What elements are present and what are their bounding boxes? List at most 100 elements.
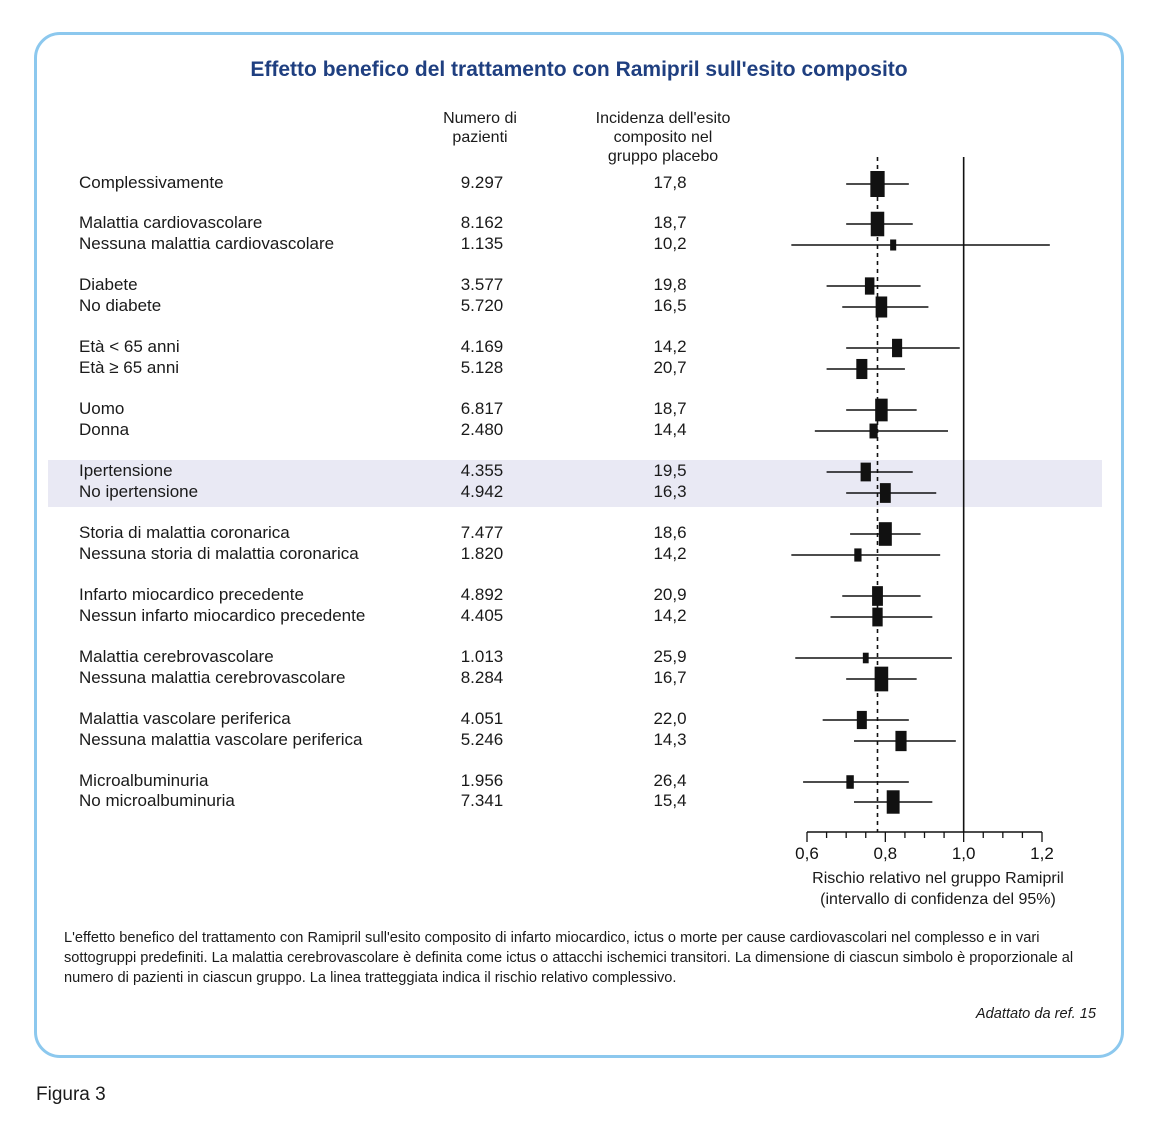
row-patients: 4.405 xyxy=(460,606,504,625)
rr-marker xyxy=(856,358,868,380)
source-note: Adattato da ref. 15 xyxy=(975,1006,1096,1022)
rr-marker xyxy=(870,171,885,197)
row-incidence: 14,4 xyxy=(653,420,687,439)
rr-marker xyxy=(872,586,883,606)
row-patients: 1.135 xyxy=(460,234,504,253)
row-patients: 1.013 xyxy=(460,647,504,666)
rr-marker xyxy=(874,666,889,692)
row-label: Uomo xyxy=(79,399,125,418)
row-label: Nessun infarto miocardico precedente xyxy=(79,606,366,625)
row-patients: 8.162 xyxy=(460,213,504,232)
row-label: Età ≥ 65 anni xyxy=(79,358,180,377)
rr-marker xyxy=(862,652,869,664)
x-tick-label: 1,2 xyxy=(1030,844,1054,863)
row-patients: 8.284 xyxy=(460,668,504,687)
chart-title: Effetto benefico del trattamento con Ram… xyxy=(250,58,908,81)
rr-marker xyxy=(879,483,891,503)
figure-label: Figura 3 xyxy=(36,1084,106,1105)
rr-marker xyxy=(860,462,871,482)
row-patients: 5.720 xyxy=(460,296,504,315)
row-patients: 5.128 xyxy=(460,358,504,377)
row-patients: 7.341 xyxy=(460,791,504,810)
row-label: No microalbuminuria xyxy=(79,791,235,810)
highlight-band xyxy=(48,460,1102,507)
rr-marker xyxy=(854,548,862,562)
row-patients: 1.820 xyxy=(460,544,504,563)
header-incidence-line: gruppo placebo xyxy=(607,148,719,165)
row-patients: 9.297 xyxy=(460,173,504,192)
row-patients: 5.246 xyxy=(460,730,504,749)
row-label: Nessuna storia di malattia coronarica xyxy=(79,544,359,563)
row-patients: 7.477 xyxy=(460,523,504,542)
header-patients-line: Numero di xyxy=(443,110,517,127)
rr-marker xyxy=(875,398,888,422)
figure-caption: L'effetto benefico del trattamento con R… xyxy=(64,930,1074,986)
row-incidence: 19,5 xyxy=(653,461,687,480)
row-patients: 4.169 xyxy=(460,337,504,356)
row-incidence: 18,6 xyxy=(653,523,687,542)
row-label: Nessuna malattia vascolare periferica xyxy=(79,730,363,749)
row-incidence: 19,8 xyxy=(653,275,687,294)
row-patients: 4.051 xyxy=(460,709,504,728)
rr-marker xyxy=(872,607,883,627)
rr-marker xyxy=(892,338,903,358)
row-patients: 6.817 xyxy=(460,399,504,418)
x-tick-label: 0,8 xyxy=(874,844,898,863)
rr-marker xyxy=(890,239,897,251)
row-label: Ipertensione xyxy=(79,461,173,480)
row-label: Microalbuminuria xyxy=(79,771,209,790)
row-incidence: 18,7 xyxy=(653,213,687,232)
rr-marker xyxy=(878,522,892,546)
row-label: Malattia cardiovascolare xyxy=(79,213,263,232)
row-incidence: 14,2 xyxy=(653,337,687,356)
row-incidence: 15,4 xyxy=(653,791,687,810)
row-label: Donna xyxy=(79,420,130,439)
rr-marker xyxy=(856,710,867,730)
header-incidence-line: composito nel xyxy=(613,129,713,146)
row-label: Complessivamente xyxy=(79,173,224,192)
row-incidence: 16,5 xyxy=(653,296,687,315)
row-label: Nessuna malattia cardiovascolare xyxy=(79,234,335,253)
row-patients: 4.942 xyxy=(460,482,504,501)
row-incidence: 16,3 xyxy=(653,482,687,501)
row-incidence: 14,2 xyxy=(653,606,687,625)
x-axis-title-line: Rischio relativo nel gruppo Ramipril xyxy=(812,870,1064,887)
row-label: Malattia cerebrovascolare xyxy=(79,647,274,666)
row-incidence: 10,2 xyxy=(653,234,687,253)
row-label: Storia di malattia coronarica xyxy=(79,523,290,542)
row-patients: 3.577 xyxy=(460,275,504,294)
header-patients: Numero di pazienti xyxy=(420,109,540,147)
row-incidence: 25,9 xyxy=(653,647,687,666)
row-label: Età < 65 anni xyxy=(79,337,180,356)
row-incidence: 20,7 xyxy=(653,358,687,377)
row-patients: 1.956 xyxy=(460,771,504,790)
row-label: No ipertensione xyxy=(79,482,199,501)
row-incidence: 14,3 xyxy=(653,730,687,749)
header-patients-line: pazienti xyxy=(452,129,508,146)
row-incidence: 18,7 xyxy=(653,399,687,418)
rr-marker xyxy=(895,730,907,752)
figure-frame xyxy=(34,32,1124,1058)
rr-marker xyxy=(869,423,878,439)
row-incidence: 17,8 xyxy=(653,173,687,192)
row-patients: 4.355 xyxy=(460,461,504,480)
x-tick-label: 1,0 xyxy=(952,844,976,863)
rr-marker xyxy=(870,211,885,237)
header-incidence-line: Incidenza dell'esito xyxy=(595,110,731,127)
row-label: Nessuna malattia cerebrovascolare xyxy=(79,668,346,687)
row-label: Malattia vascolare periferica xyxy=(79,709,291,728)
rr-marker xyxy=(846,775,854,789)
row-patients: 4.892 xyxy=(460,585,504,604)
rr-marker xyxy=(875,296,888,318)
row-incidence: 20,9 xyxy=(653,585,687,604)
rr-marker xyxy=(864,277,875,295)
x-axis-title: Rischio relativo nel gruppo Ramipril (in… xyxy=(760,868,1116,910)
row-label: Infarto miocardico precedente xyxy=(79,585,304,604)
row-incidence: 22,0 xyxy=(653,709,687,728)
row-incidence: 16,7 xyxy=(653,668,687,687)
rr-marker xyxy=(886,790,900,814)
x-axis-title-line: (intervallo di confidenza del 95%) xyxy=(820,891,1056,908)
header-incidence: Incidenza dell'esito composito nel grupp… xyxy=(570,109,756,166)
row-patients: 2.480 xyxy=(460,420,504,439)
